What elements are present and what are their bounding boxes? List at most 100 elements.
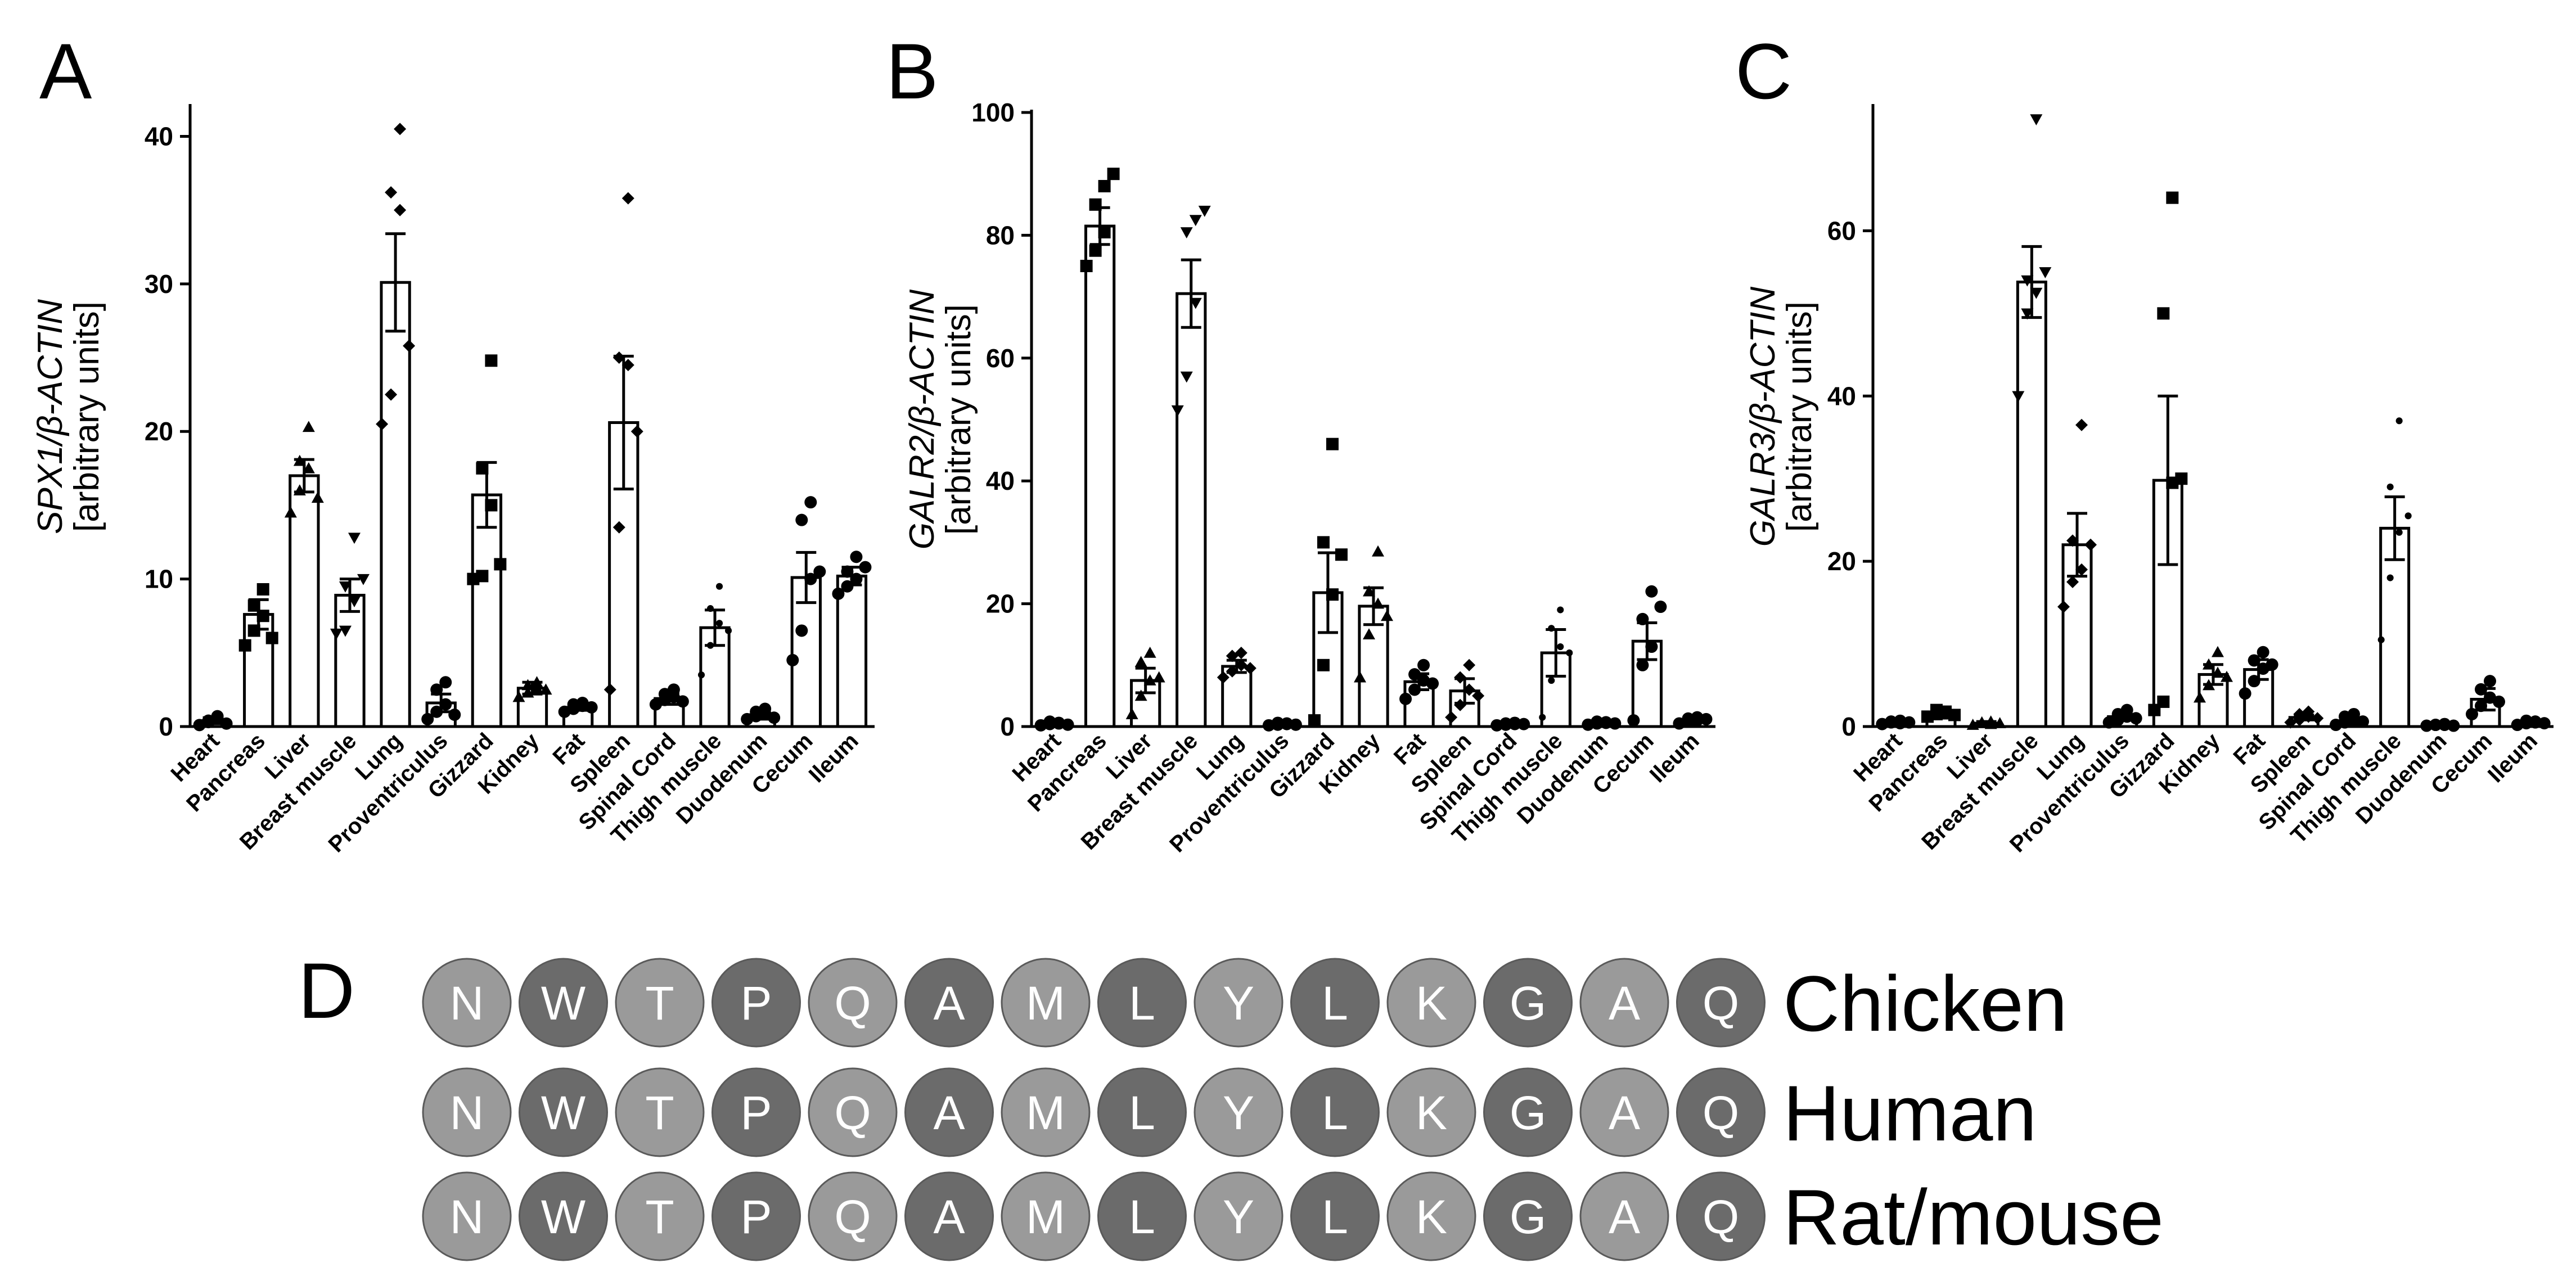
residue-circle bbox=[1194, 1171, 1284, 1261]
b-data-point bbox=[1381, 610, 1393, 621]
c-data-point bbox=[2166, 191, 2179, 204]
a-data-point bbox=[476, 462, 489, 475]
a-data-point bbox=[476, 570, 489, 583]
c-ytick-label: 60 bbox=[1827, 216, 1856, 245]
b-data-point bbox=[1463, 658, 1476, 671]
b-data-point bbox=[1107, 168, 1120, 181]
b-data-point bbox=[1280, 718, 1293, 730]
c-data-point bbox=[2266, 658, 2278, 671]
residue-letter: M bbox=[1026, 1086, 1065, 1139]
b-bar bbox=[1358, 605, 1389, 728]
c-data-point bbox=[2084, 538, 2097, 551]
residue-circle bbox=[422, 958, 512, 1048]
b-data-point bbox=[1609, 717, 1622, 730]
b-data-point bbox=[1180, 227, 1193, 238]
residue-letter: W bbox=[541, 1190, 586, 1243]
b-data-point bbox=[1198, 205, 1211, 217]
c-data-point bbox=[2311, 712, 2324, 725]
a-data-point bbox=[247, 624, 260, 637]
residue-letter: K bbox=[1416, 1086, 1447, 1139]
a-data-point bbox=[850, 551, 863, 563]
residue-letter: T bbox=[645, 1086, 674, 1139]
species-label: Human bbox=[1783, 1069, 2037, 1157]
c-data-point bbox=[2221, 670, 2233, 682]
c-data-point bbox=[2075, 563, 2088, 576]
c-data-point bbox=[1975, 716, 1988, 728]
residue-circle bbox=[1676, 1171, 1766, 1261]
b-data-point bbox=[1335, 548, 1348, 561]
b-ylabel-units: [arbitrary units] bbox=[939, 304, 978, 535]
b-ylabel-gene: GALR2/β-ACTIN bbox=[903, 289, 942, 549]
residue-letter: P bbox=[740, 1190, 772, 1243]
b-data-point bbox=[1372, 597, 1384, 609]
residue-letter: A bbox=[1609, 977, 1640, 1030]
b-data-point bbox=[1271, 716, 1284, 729]
residue-circle bbox=[711, 1171, 801, 1261]
b-data-point bbox=[1134, 689, 1147, 701]
residue-letter: Q bbox=[834, 1190, 871, 1243]
c-data-point bbox=[2129, 712, 2142, 725]
c-data-point bbox=[2212, 646, 2224, 657]
a-data-point bbox=[622, 359, 634, 372]
c-data-point bbox=[2075, 418, 2088, 431]
a-data-point bbox=[485, 499, 498, 512]
a-data-point bbox=[293, 484, 306, 495]
a-data-point bbox=[530, 676, 543, 688]
b-data-point bbox=[1143, 646, 1156, 658]
b-data-point bbox=[1317, 658, 1330, 671]
a-data-point bbox=[512, 691, 525, 702]
a-data-point bbox=[330, 628, 343, 640]
residue-circle bbox=[615, 1067, 705, 1157]
residue-letter: L bbox=[1129, 977, 1155, 1030]
b-data-point bbox=[1399, 692, 1412, 705]
c-data-point bbox=[2248, 654, 2260, 667]
b-data-point bbox=[1557, 606, 1564, 614]
b-data-point bbox=[1098, 180, 1111, 193]
a-data-point bbox=[256, 583, 269, 596]
b-data-point bbox=[1244, 662, 1257, 675]
b-data-point bbox=[1463, 683, 1476, 696]
a-data-point bbox=[284, 506, 297, 518]
a-data-point bbox=[530, 682, 543, 693]
b-data-point bbox=[1372, 545, 1384, 557]
a-data-point bbox=[521, 679, 534, 691]
residue-letter: P bbox=[740, 977, 772, 1030]
c-data-point bbox=[2475, 700, 2487, 712]
residue-circle bbox=[1194, 958, 1284, 1048]
a-data-point bbox=[676, 695, 689, 708]
b-data-point bbox=[1499, 717, 1512, 730]
a-data-point bbox=[795, 624, 808, 637]
c-data-point bbox=[1993, 717, 2006, 728]
residue-letter: W bbox=[541, 977, 586, 1030]
residue-letter: M bbox=[1026, 1190, 1065, 1243]
residue-circle bbox=[711, 1067, 801, 1157]
residue-letter: L bbox=[1322, 1086, 1348, 1139]
b-data-point bbox=[1454, 698, 1467, 711]
a-data-point bbox=[439, 676, 452, 689]
b-data-point bbox=[1363, 628, 1375, 639]
a-ytick-label: 10 bbox=[145, 565, 173, 594]
residue-letter: P bbox=[740, 1086, 772, 1139]
residue-letter: G bbox=[1510, 1086, 1546, 1139]
b-data-point bbox=[1171, 405, 1184, 417]
c-data-point bbox=[2386, 574, 2394, 581]
c-data-point bbox=[2284, 716, 2297, 729]
c-data-point bbox=[2447, 719, 2460, 732]
b-data-point bbox=[1080, 260, 1093, 272]
residue-letter: K bbox=[1416, 1190, 1447, 1243]
a-data-point bbox=[768, 711, 781, 724]
a-data-point bbox=[622, 192, 634, 205]
b-data-point bbox=[1289, 718, 1302, 731]
b-ytick-label: 60 bbox=[986, 344, 1015, 373]
b-data-point bbox=[1454, 671, 1467, 684]
c-data-point bbox=[2030, 114, 2043, 126]
b-data-point bbox=[1627, 714, 1640, 727]
c-ylabel-gene: GALR3/β-ACTIN bbox=[1744, 286, 1782, 547]
panel-letter-b: B bbox=[886, 27, 938, 115]
a-ylabel-units: [arbitrary units] bbox=[67, 301, 106, 532]
b-data-point bbox=[1557, 643, 1564, 651]
residue-circle bbox=[1097, 1171, 1187, 1261]
residue-letter: Y bbox=[1223, 977, 1254, 1030]
b-data-point bbox=[1636, 658, 1649, 671]
b-data-point bbox=[1326, 437, 1339, 450]
